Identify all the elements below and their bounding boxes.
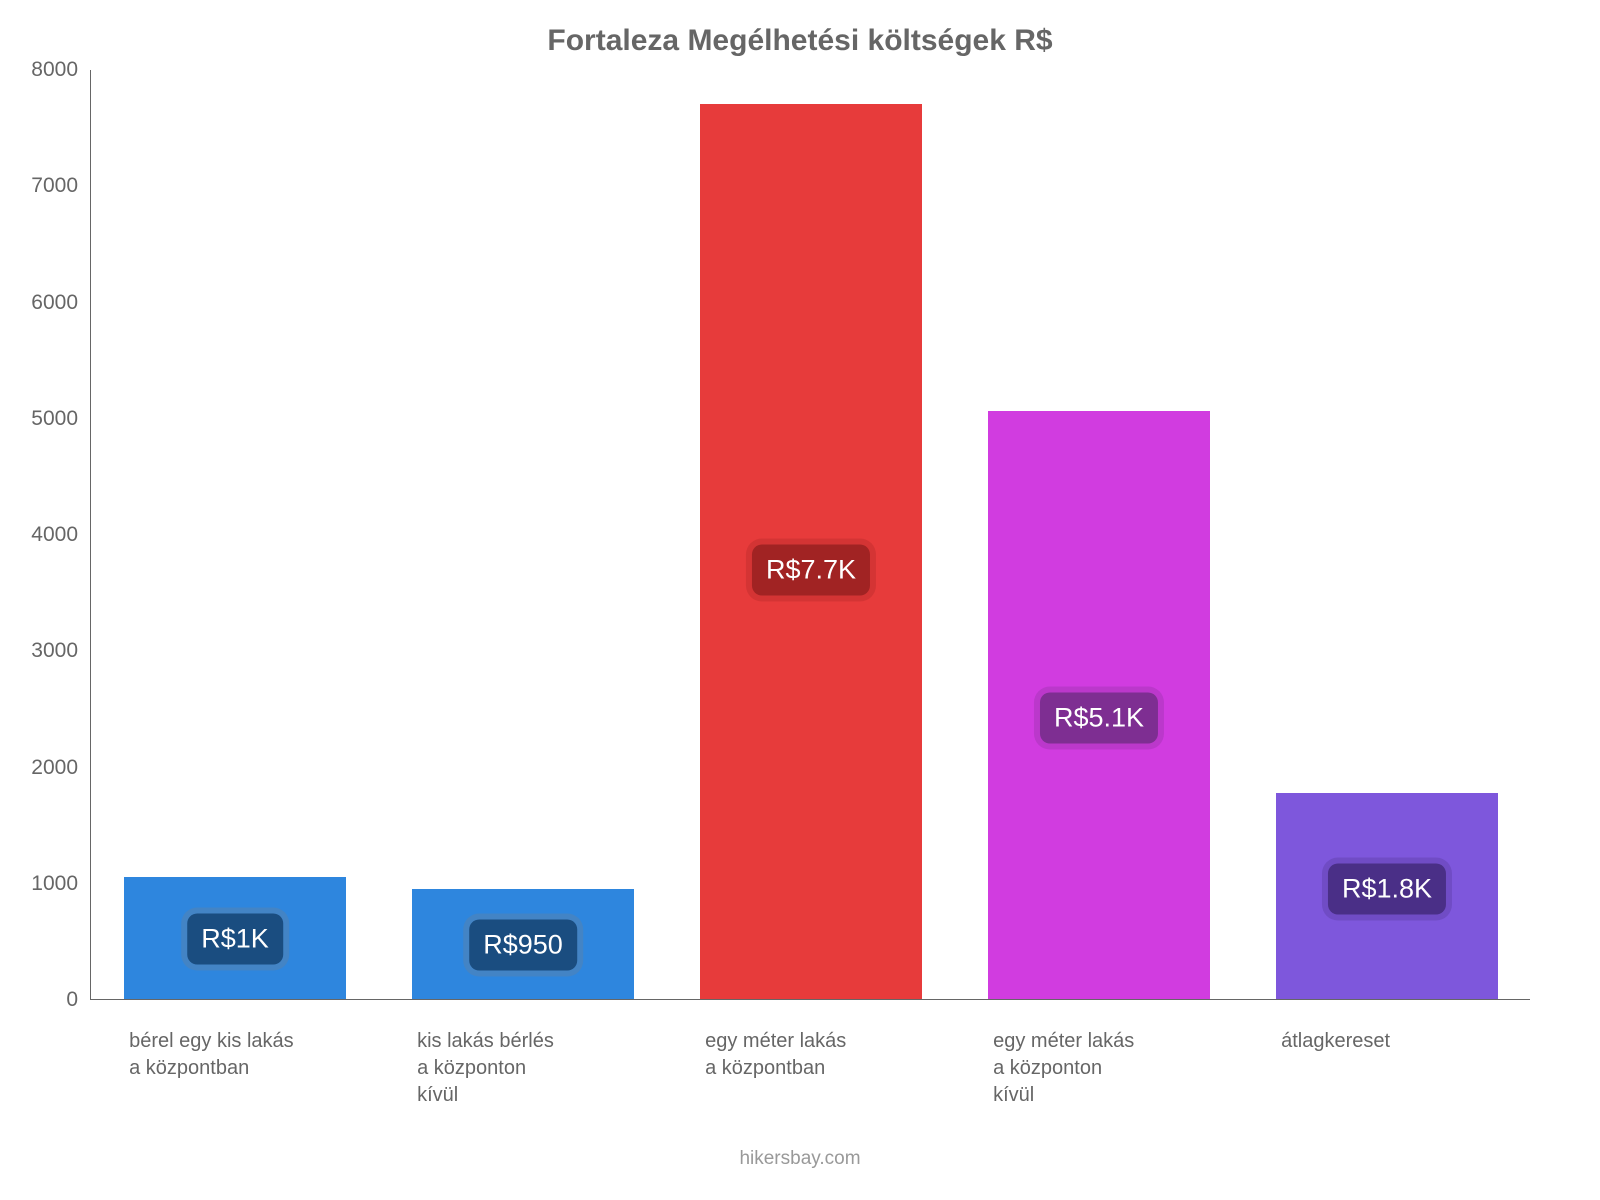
- bar-value-badge: R$5.1K: [1040, 692, 1158, 743]
- y-tick-label: 8000: [8, 58, 78, 82]
- x-tick-label-line: egy méter lakás: [705, 1028, 921, 1055]
- x-tick-label-line: egy méter lakás: [993, 1028, 1209, 1055]
- x-tick-label: bérel egy kis lakása központban: [123, 1028, 345, 1082]
- x-tick-label-line: kívül: [993, 1082, 1209, 1109]
- plot-area: R$1K R$950 R$7.7K R$5.1K R$1.8K: [90, 70, 1530, 1000]
- x-tick-label-line: bérel egy kis lakás: [129, 1028, 345, 1055]
- x-tick-label-line: kívül: [417, 1082, 633, 1109]
- y-tick-label: 0: [8, 988, 78, 1012]
- y-tick-label: 3000: [8, 639, 78, 663]
- x-tick-label: egy méter lakása központban: [699, 1028, 921, 1082]
- x-tick-label: kis lakás bérlésa központonkívül: [411, 1028, 633, 1109]
- bar-value-badge: R$1.8K: [1328, 864, 1446, 915]
- bar-value-badge: R$1K: [187, 913, 283, 964]
- x-tick-label: egy méter lakása központonkívül: [987, 1028, 1209, 1109]
- x-tick-label-line: átlagkereset: [1281, 1028, 1497, 1055]
- x-tick-label: átlagkereset: [1275, 1028, 1497, 1055]
- credit-text: hikersbay.com: [0, 1148, 1600, 1170]
- x-tick-label-line: a központban: [705, 1055, 921, 1082]
- y-tick-label: 6000: [8, 291, 78, 315]
- y-tick-label: 7000: [8, 174, 78, 198]
- y-tick-label: 1000: [8, 872, 78, 896]
- x-tick-label-line: a központon: [993, 1055, 1209, 1082]
- y-tick-label: 2000: [8, 756, 78, 780]
- bar-value-badge: R$7.7K: [752, 545, 870, 596]
- y-tick-label: 4000: [8, 523, 78, 547]
- chart-title: Fortaleza Megélhetési költségek R$: [0, 24, 1600, 58]
- bar-value-badge: R$950: [469, 919, 577, 970]
- chart-container: Fortaleza Megélhetési költségek R$ R$1KR…: [0, 0, 1600, 1200]
- y-tick-label: 5000: [8, 407, 78, 431]
- x-tick-label-line: a központon: [417, 1055, 633, 1082]
- x-tick-label-line: kis lakás bérlés: [417, 1028, 633, 1055]
- x-tick-label-line: a központban: [129, 1055, 345, 1082]
